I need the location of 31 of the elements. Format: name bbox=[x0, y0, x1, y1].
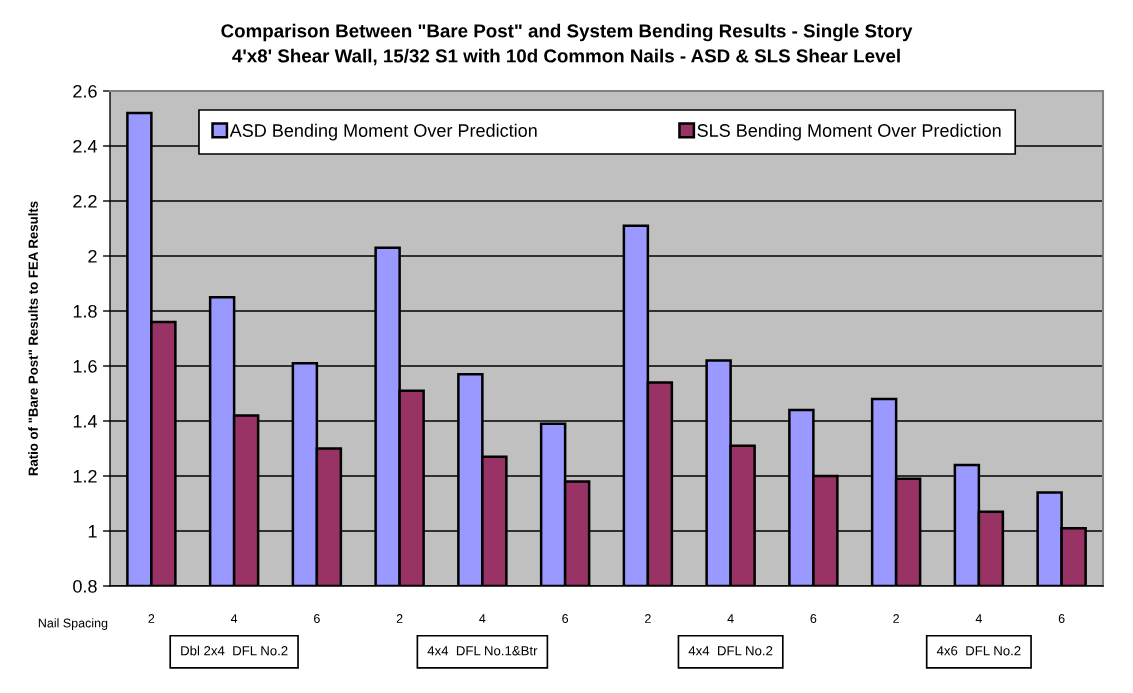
x-tick-label: 2 bbox=[396, 614, 403, 623]
chart-title: Comparison Between "Bare Post" and System Bending Results - Single Story 4'x8' Shear Wall, 15/32 S1 with 10d Common Nails - ASD & SLS Shear Level bbox=[221, 23, 913, 66]
y-axis-title: Ratio of "Bare Post" Results to FEA Results bbox=[28, 201, 38, 476]
y-tick-label: 1.8 bbox=[73, 304, 97, 318]
x-tick-label: 4 bbox=[975, 614, 982, 623]
x-axis-title: Nail Spacing bbox=[38, 618, 108, 630]
legend-label: ASD Bending Moment Over Prediction bbox=[229, 123, 537, 141]
y-tick-label: 1 bbox=[88, 525, 97, 538]
x-tick-label: 6 bbox=[314, 614, 320, 623]
x-tick-label: 6 bbox=[562, 614, 569, 623]
x-tick-label: 4 bbox=[727, 614, 734, 623]
x-tick-label: 4 bbox=[479, 614, 486, 623]
text: 4x4 DFL No.2 bbox=[688, 646, 773, 656]
x-tick-label: 2 bbox=[893, 614, 899, 623]
text: Dbl 2x4 DFL No.2 bbox=[181, 645, 288, 656]
y-tick-label: 2 bbox=[88, 249, 97, 263]
y-tick-label: 0.8 bbox=[73, 579, 97, 593]
y-tick-label: 1.6 bbox=[73, 359, 97, 373]
text: 4x4 DFL No.1&Btr bbox=[427, 646, 538, 656]
y-tick-label: 2.2 bbox=[73, 194, 97, 208]
y-tick-label: 2.4 bbox=[73, 139, 97, 153]
x-tick-label: 6 bbox=[1058, 614, 1065, 623]
y-tick-label: 1.4 bbox=[73, 415, 97, 428]
y-tick-label: 2.6 bbox=[73, 84, 97, 98]
x-tick-label: 6 bbox=[810, 614, 817, 623]
text: 4x6 DFL No.2 bbox=[936, 646, 1021, 656]
x-tick-label: 2 bbox=[148, 614, 155, 623]
x-tick-label: 4 bbox=[230, 614, 238, 623]
x-tick-label: 2 bbox=[645, 614, 651, 623]
legend-label: SLS Bending Moment Over Prediction bbox=[697, 123, 1001, 141]
y-tick-label: 1.2 bbox=[73, 469, 97, 483]
